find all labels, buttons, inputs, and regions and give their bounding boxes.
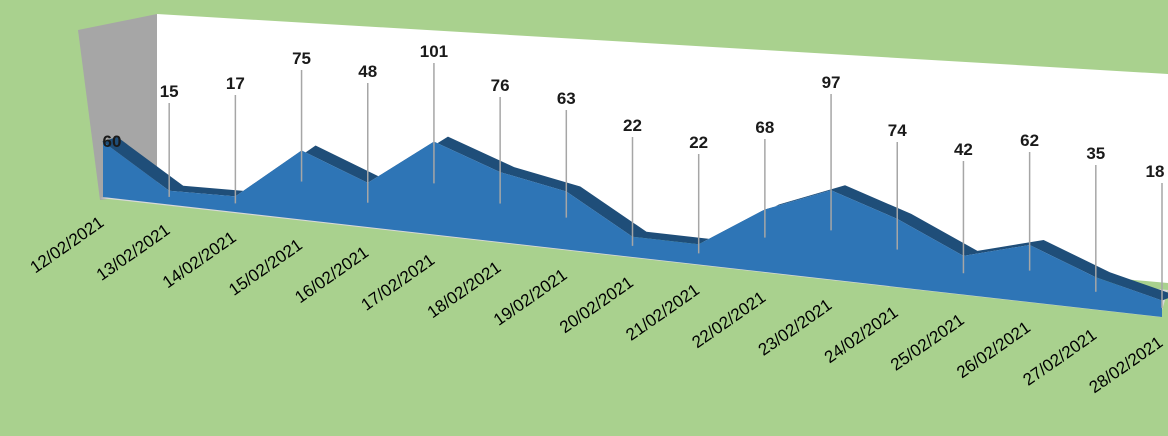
data-label: 68 [755,118,774,137]
area-point [102,141,104,143]
data-label: 42 [954,140,973,159]
leader-lines [168,63,1163,308]
data-label: 63 [557,89,576,108]
data-label: 62 [1020,131,1039,150]
data-label: 15 [160,82,179,101]
data-label: 74 [888,121,907,140]
chart-back-wall [157,14,1168,283]
data-label: 22 [623,116,642,135]
data-label: 22 [689,133,708,152]
area-top-surface [103,136,1168,301]
data-label: 101 [420,42,448,61]
data-label: 35 [1086,144,1105,163]
data-label: 76 [491,76,510,95]
data-label: 17 [226,74,245,93]
data-label: 75 [292,49,311,68]
data-label: 18 [1146,162,1165,181]
data-label: 97 [822,73,841,92]
data-label: 48 [358,62,377,81]
data-label: 60 [103,132,122,151]
data-labels: 60 15 17 75 48 101 76 63 22 22 68 97 74 42 62 35 18 [103,42,1165,181]
